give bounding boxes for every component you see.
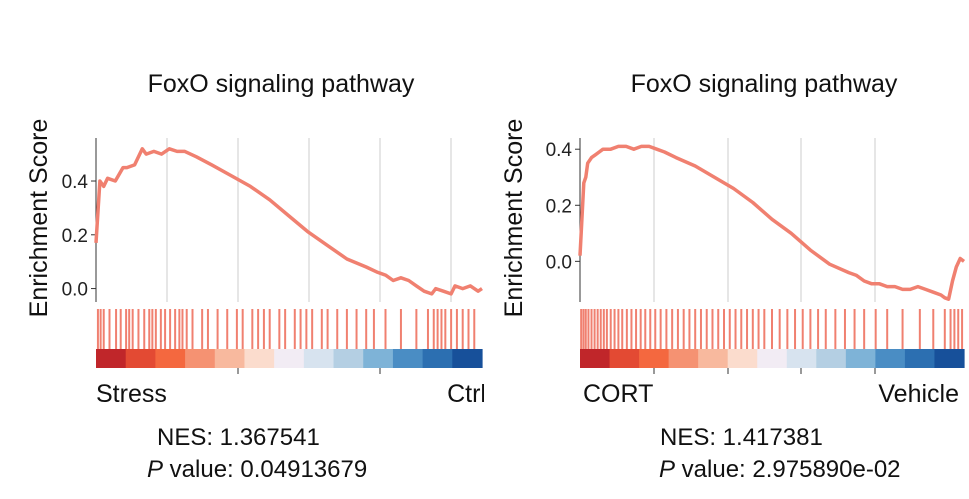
rank-segment	[185, 349, 216, 368]
rank-segment	[609, 349, 640, 368]
rank-segment	[668, 349, 699, 368]
rank-segment	[96, 349, 127, 368]
gsea-plot-svg: FoxO signaling pathway Enrichment Score …	[25, 70, 484, 408]
enrichment-score-line	[94, 147, 483, 296]
rank-segment	[125, 349, 156, 368]
es-curve	[94, 147, 483, 296]
rank-segment	[392, 349, 424, 368]
y-tick-label: 0.2	[546, 196, 572, 217]
y-axis-label: Enrichment Score	[500, 119, 528, 318]
y-tick-label: 0.0	[62, 280, 88, 301]
rank-segment	[786, 349, 817, 368]
rank-segment	[580, 349, 611, 368]
rank-segment	[639, 349, 670, 368]
grid-lines	[653, 138, 876, 302]
gsea-panel-cort: FoxO signaling pathway Enrichment Score …	[484, 0, 968, 499]
nes-label: NES: 1.367541	[157, 424, 320, 451]
x-right-label: Vehicle	[878, 380, 959, 408]
rank-segment	[363, 349, 394, 368]
enrichment-score-line	[578, 144, 966, 301]
rank-segment	[274, 349, 305, 368]
p-italic: P	[147, 456, 164, 483]
rank-segment	[845, 349, 876, 368]
gsea-panel-stress: FoxO signaling pathway Enrichment Score …	[0, 0, 484, 499]
chart-title: FoxO signaling pathway	[631, 70, 898, 98]
rank-segment	[214, 349, 246, 368]
x-left-label: CORT	[583, 380, 653, 408]
rank-segment	[934, 349, 965, 368]
es-curve	[578, 144, 966, 301]
x-axis-ticks	[237, 368, 381, 374]
rank-segment	[422, 349, 453, 368]
p-value-text: value: 2.975890e-02	[675, 456, 901, 483]
rank-segment	[757, 349, 788, 368]
chart-title: FoxO signaling pathway	[148, 70, 415, 98]
rank-segment	[244, 349, 275, 368]
p-italic: P	[659, 456, 676, 483]
rank-segment	[303, 349, 335, 368]
x-left-label: Stress	[96, 380, 167, 408]
y-tick-label: 0.2	[62, 226, 88, 247]
rank-gradient-bar	[580, 349, 965, 368]
rank-segment	[155, 349, 186, 368]
y-axis: 0.0 0.2 0.4	[546, 138, 581, 302]
rank-segment	[816, 349, 847, 368]
x-axis-ticks	[653, 368, 876, 374]
rank-segment	[727, 349, 758, 368]
y-tick-label: 0.4	[546, 140, 573, 161]
gene-hit-barcode	[96, 309, 476, 349]
rank-segment	[333, 349, 364, 368]
p-value-label: P value: 0.04913679	[147, 456, 367, 484]
rank-segment	[698, 349, 729, 368]
y-tick-label: 0.4	[62, 172, 89, 193]
gsea-plot-svg: FoxO signaling pathway Enrichment Score …	[500, 70, 966, 408]
rank-segment	[452, 349, 483, 368]
x-right-label: Ctrl	[447, 380, 484, 408]
p-value-text: value: 0.04913679	[163, 456, 368, 483]
gene-hit-barcode	[580, 309, 964, 349]
y-tick-label: 0.0	[546, 252, 572, 273]
p-value-label: P value: 2.975890e-02	[659, 456, 901, 484]
rank-segment	[875, 349, 906, 368]
rank-segment	[904, 349, 936, 368]
nes-label: NES: 1.417381	[660, 424, 823, 451]
rank-gradient-bar	[96, 349, 483, 368]
y-axis-label: Enrichment Score	[25, 119, 53, 318]
y-axis: 0.0 0.2 0.4	[62, 138, 97, 302]
